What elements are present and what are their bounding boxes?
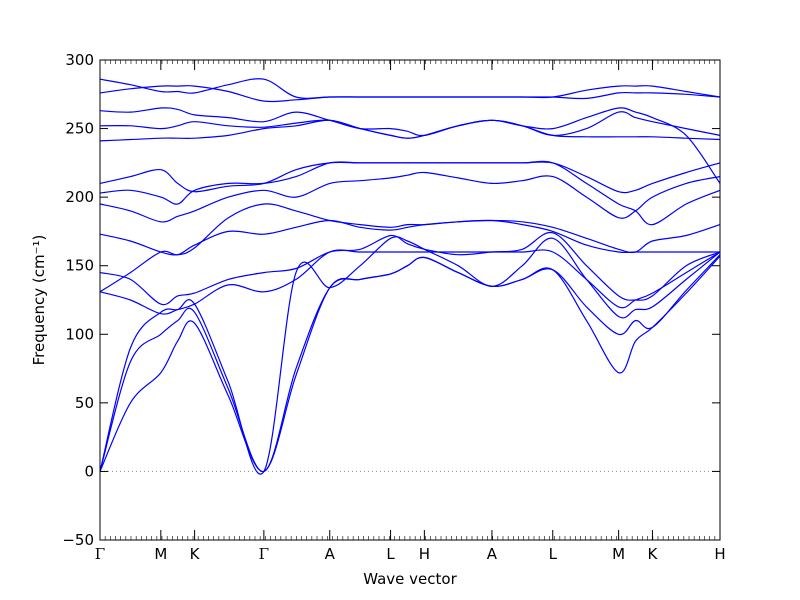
branch-line-9 [99, 160, 721, 226]
branch-line-12 [99, 111, 721, 139]
branch-line-7 [99, 203, 721, 256]
x-tick-label: L [549, 545, 558, 563]
branch-line-3 [99, 236, 721, 475]
branch-line-15 [99, 78, 721, 100]
x-tick-label: M [612, 545, 625, 563]
x-tick-label: Γ [259, 545, 269, 563]
x-axis-title: Wave vector [363, 570, 457, 588]
y-axis-ticks: −50 0 50 100 150 200 250 300 [62, 51, 720, 549]
series-layer [99, 78, 721, 475]
x-tick-label: H [419, 545, 430, 563]
y-tick-label: −50 [62, 531, 94, 549]
x-tick-label: H [714, 545, 725, 563]
branch-line-5 [99, 232, 721, 306]
y-axis-title: Frequency (cm⁻¹) [30, 235, 48, 366]
branch-line-10 [99, 161, 721, 194]
x-tick-label: K [648, 545, 659, 563]
y-tick-label: 100 [65, 325, 94, 343]
x-tick-label: A [487, 545, 498, 563]
branch-line-13 [99, 107, 721, 184]
x-tick-label: L [386, 545, 395, 563]
x-tick-label: K [190, 545, 201, 563]
x-tick-label: Γ [95, 545, 105, 563]
x-tick-label: M [154, 545, 167, 563]
y-tick-label: 200 [65, 188, 94, 206]
branch-line-4 [99, 249, 721, 315]
y-tick-label: 50 [75, 394, 94, 412]
branch-line-6 [99, 219, 720, 293]
y-tick-label: 250 [65, 120, 94, 138]
branch-line-2 [99, 254, 721, 473]
y-tick-label: 150 [65, 257, 94, 275]
x-tick-label: A [325, 545, 336, 563]
y-tick-label: 300 [65, 51, 94, 69]
branch-line-8 [99, 171, 721, 223]
y-tick-label: 0 [84, 462, 94, 480]
branch-line-1 [99, 255, 721, 473]
